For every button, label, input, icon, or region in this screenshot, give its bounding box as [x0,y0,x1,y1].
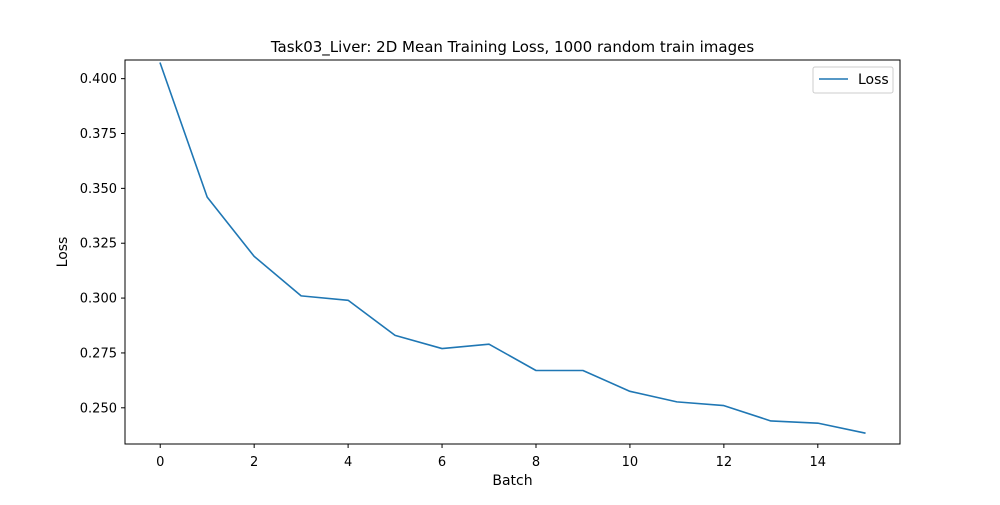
x-axis-ticks: 0 2 4 6 8 10 12 14 [156,444,826,470]
y-axis-label: Loss [55,237,71,268]
chart-title: Task03_Liver: 2D Mean Training Loss, 100… [270,38,754,57]
x-tick-label: 0 [156,455,164,470]
x-tick-label: 4 [344,455,352,470]
x-tick-label: 14 [810,455,827,470]
y-tick-label: 0.350 [80,182,117,197]
y-tick-label: 0.250 [80,401,117,416]
axes-background [125,60,900,444]
y-axis-ticks: 0.250 0.275 0.300 0.325 0.350 0.375 0.400 [80,72,125,416]
plot-area [124,59,901,445]
x-tick-label: 6 [438,455,446,470]
x-tick-label: 8 [532,455,540,470]
legend: Loss [812,66,894,94]
y-tick-label: 0.375 [80,127,117,142]
y-tick-label: 0.400 [80,72,117,87]
y-tick-label: 0.325 [80,237,117,252]
legend-label-loss: Loss [858,72,889,88]
series-layer [159,62,866,434]
y-tick-label: 0.275 [80,346,117,361]
y-tick-label: 0.300 [80,292,117,307]
x-tick-label: 2 [250,455,258,470]
x-tick-label: 10 [622,455,639,470]
x-axis-label: Batch [492,473,532,489]
axes-frame [124,59,901,445]
x-tick-label: 12 [716,455,733,470]
legend-box [812,66,894,94]
series-line-loss [159,62,866,434]
